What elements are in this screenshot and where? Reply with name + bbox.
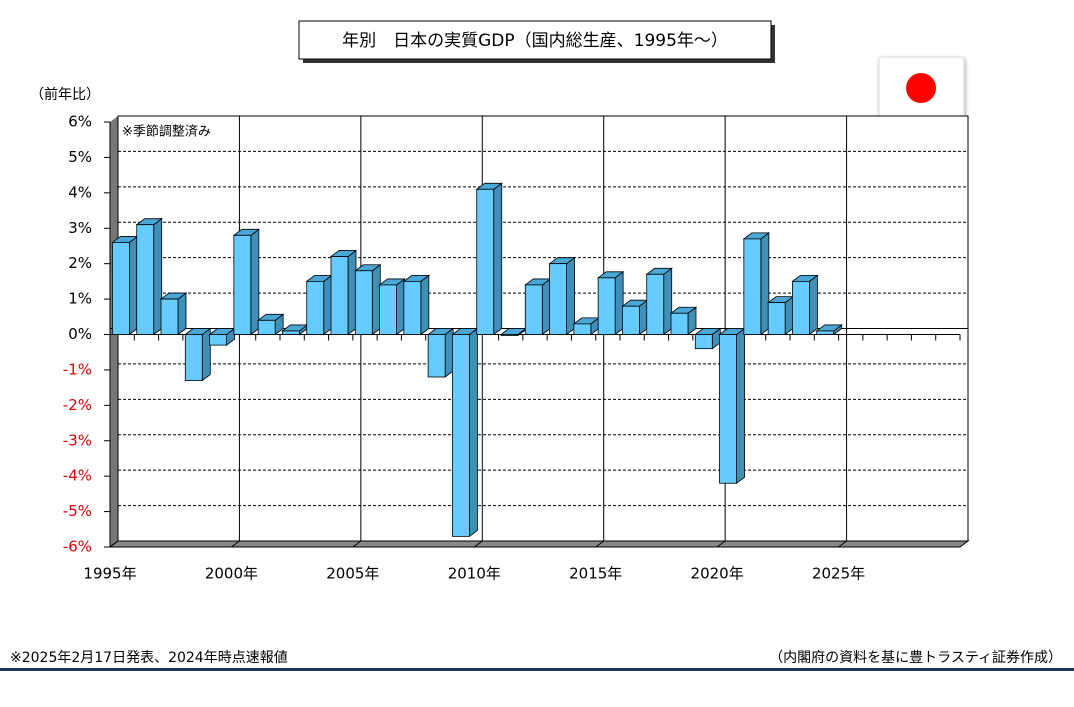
x-tick-label: 2005年	[326, 565, 379, 583]
y-tick-label: 0%	[68, 325, 92, 343]
bar-side	[396, 278, 405, 336]
bar-side	[153, 217, 163, 336]
x-tick	[231, 540, 240, 548]
x-tick	[595, 540, 605, 548]
y-tick-label: 6%	[68, 113, 92, 131]
bar	[573, 323, 592, 335]
footnote: ※2025年2月17日発表、2024年時点速報値	[10, 650, 288, 666]
y-tick-label: 3%	[68, 219, 92, 237]
x-tick	[716, 540, 726, 548]
bar	[136, 224, 155, 335]
chart-title: 年別 日本の実質GDP（国内総生産、1995年～）	[342, 31, 728, 51]
bar	[184, 334, 203, 381]
y-tick-label: -5%	[63, 502, 92, 520]
bar-side	[614, 271, 624, 336]
bar-side	[736, 327, 745, 485]
flag-sun	[906, 73, 936, 103]
x-tick-label: 2025年	[812, 565, 865, 583]
bar-side	[129, 235, 138, 336]
x-tick	[352, 540, 362, 548]
bar	[233, 234, 252, 335]
bar-side	[784, 295, 794, 336]
y-tick-label: -1%	[63, 360, 92, 378]
x-tick-label: 2000年	[205, 565, 258, 583]
y-tick-label: -4%	[63, 467, 92, 485]
bar	[792, 280, 810, 335]
bar	[670, 312, 689, 335]
bar-side	[371, 263, 381, 336]
bar	[476, 188, 495, 335]
bar	[597, 277, 616, 335]
y-tick-label: -6%	[63, 538, 92, 556]
y-axis-label: （前年比）	[30, 86, 100, 103]
bar-side	[566, 256, 575, 336]
bar	[500, 334, 519, 336]
bar	[160, 298, 179, 335]
bar	[282, 330, 300, 335]
bar	[403, 280, 422, 335]
bar	[379, 284, 397, 335]
x-tick-label: 1995年	[83, 565, 136, 583]
bar-side	[250, 228, 260, 336]
bar-side	[663, 267, 673, 336]
bar	[549, 263, 567, 335]
source: （内閣府の資料を基に豊トラスティ証券作成）	[769, 649, 1062, 666]
bar	[694, 334, 713, 350]
y-tick-label: -2%	[63, 396, 92, 414]
bar	[767, 302, 786, 335]
x-tick-label: 2015年	[569, 565, 622, 583]
bar	[112, 242, 130, 335]
bar	[816, 330, 835, 335]
bar	[622, 305, 640, 335]
bar	[646, 273, 665, 335]
bar	[427, 334, 446, 378]
bar-side	[493, 182, 503, 336]
bar	[743, 238, 762, 335]
y-tick-label: 4%	[68, 183, 92, 201]
bar-side	[444, 327, 454, 378]
bar-side	[201, 327, 211, 382]
bar	[257, 319, 276, 335]
y-tick-label: -3%	[63, 431, 92, 449]
bar	[306, 280, 325, 335]
bar-side	[347, 249, 357, 336]
bar-side	[177, 292, 187, 336]
annotation: ※季節調整済み	[122, 124, 211, 140]
bar-side	[760, 232, 770, 336]
bar	[330, 256, 349, 335]
bar	[354, 270, 373, 335]
bar	[452, 334, 470, 537]
bar-side	[323, 274, 333, 336]
x-tick	[109, 540, 119, 548]
y-tick-label: 1%	[68, 290, 92, 308]
bar	[209, 334, 227, 346]
bar-side	[420, 274, 430, 336]
bar-side	[541, 278, 551, 336]
title-box	[298, 20, 772, 60]
x-tick-label: 2020年	[691, 565, 744, 583]
y-tick-label: 2%	[68, 254, 92, 272]
bottom-rule	[0, 668, 1074, 671]
bar-side	[809, 274, 818, 336]
x-tick	[473, 540, 483, 548]
bar	[719, 334, 737, 484]
y-tick-label: 5%	[68, 148, 92, 166]
bar-side	[469, 327, 478, 538]
x-tick	[838, 540, 847, 548]
x-tick-label: 2010年	[448, 565, 501, 583]
bar	[524, 284, 543, 335]
